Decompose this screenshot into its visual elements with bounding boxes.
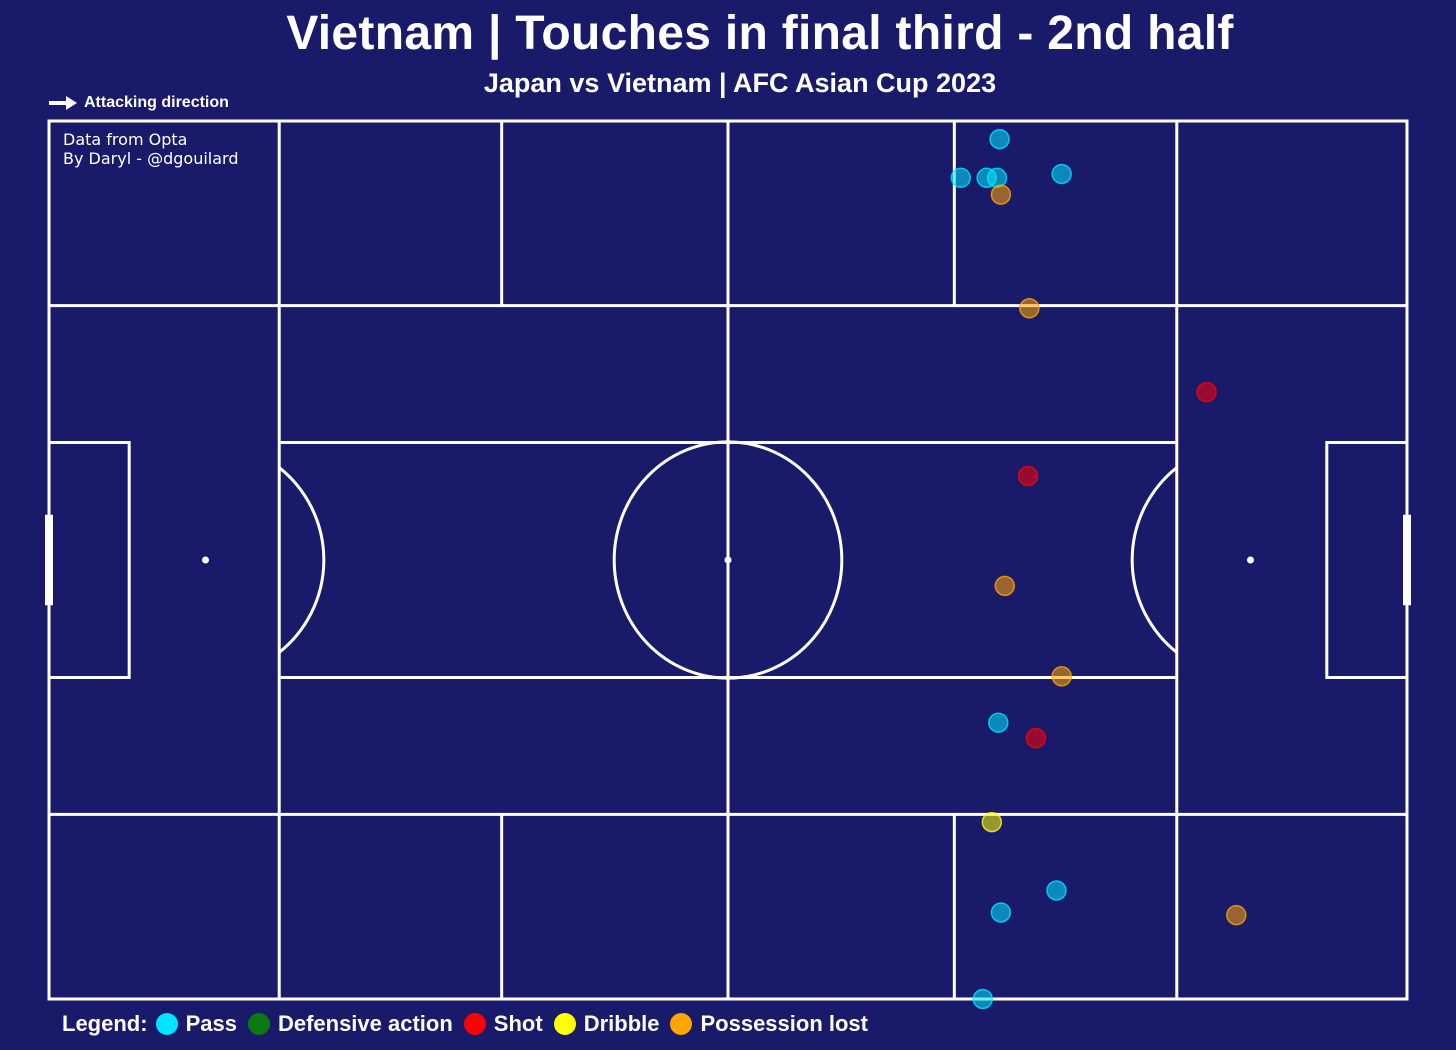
attacking-direction: Attacking direction bbox=[48, 92, 229, 114]
left-penalty-spot bbox=[201, 556, 209, 564]
left-six-yard-box bbox=[47, 441, 131, 679]
event-point-pass-1 bbox=[989, 128, 1010, 150]
event-point-pass-2 bbox=[950, 167, 972, 189]
credits: Data from Opta By Daryl - @dgouilard bbox=[63, 130, 238, 168]
event-point-possession-lost-1 bbox=[990, 184, 1012, 205]
legend-item-possession-lost: Possession lost bbox=[670, 1011, 868, 1037]
legend-swatch-possession-lost bbox=[670, 1013, 693, 1035]
legend-item-dribble: Dribble bbox=[553, 1011, 660, 1037]
credit-author: By Daryl - @dgouilard bbox=[63, 149, 239, 168]
right-penalty-arc bbox=[1130, 466, 1178, 654]
event-point-shot-1 bbox=[1196, 381, 1217, 403]
center-circle bbox=[612, 440, 844, 680]
center-spot bbox=[724, 556, 732, 564]
legend-text-possession-lost: Possession lost bbox=[700, 1011, 868, 1036]
legend-text-defensive-action: Defensive action bbox=[277, 1011, 453, 1036]
event-point-pass-7 bbox=[1046, 880, 1067, 901]
event-point-pass-9 bbox=[972, 988, 994, 1010]
event-point-possession-lost-4 bbox=[1051, 665, 1072, 687]
legend-label: Legend: bbox=[62, 1011, 148, 1036]
legend: Legend: Pass Defensive action Shot Dribb… bbox=[62, 1010, 879, 1038]
legend-item-pass: Pass bbox=[155, 1011, 237, 1037]
legend-text-pass: Pass bbox=[185, 1011, 237, 1036]
event-point-shot-2 bbox=[1017, 465, 1039, 487]
right-penalty-spot bbox=[1247, 556, 1255, 564]
legend-text-dribble: Dribble bbox=[583, 1011, 660, 1036]
event-point-shot-3 bbox=[1025, 727, 1047, 749]
legend-swatch-pass bbox=[155, 1013, 178, 1035]
event-point-dribble-1 bbox=[981, 811, 1003, 833]
event-point-pass-5 bbox=[1051, 163, 1072, 185]
arrow-right-icon bbox=[49, 96, 77, 110]
right-six-yard-box bbox=[1325, 441, 1409, 679]
event-point-possession-lost-2 bbox=[1019, 297, 1040, 319]
chart-subtitle: Japan vs Vietnam | AFC Asian Cup 2023 bbox=[483, 68, 997, 98]
chart-title: Vietnam | Touches in final third - 2nd h… bbox=[286, 7, 1234, 60]
left-penalty-arc bbox=[278, 466, 326, 654]
event-point-possession-lost-5 bbox=[1226, 904, 1247, 926]
event-point-pass-8 bbox=[990, 902, 1012, 923]
legend-text-shot: Shot bbox=[493, 1011, 543, 1036]
legend-swatch-dribble bbox=[553, 1013, 576, 1035]
event-point-pass-4 bbox=[986, 167, 1008, 189]
attacking-direction-label: Attacking direction bbox=[84, 94, 229, 111]
legend-item-defensive-action: Defensive action bbox=[247, 1011, 453, 1037]
legend-item-shot: Shot bbox=[463, 1011, 543, 1037]
legend-swatch-defensive-action bbox=[247, 1013, 270, 1035]
credit-data-source: Data from Opta bbox=[63, 130, 188, 149]
legend-swatch-shot bbox=[463, 1013, 486, 1035]
event-point-possession-lost-3 bbox=[994, 575, 1016, 597]
event-point-pass-6 bbox=[988, 712, 1009, 733]
